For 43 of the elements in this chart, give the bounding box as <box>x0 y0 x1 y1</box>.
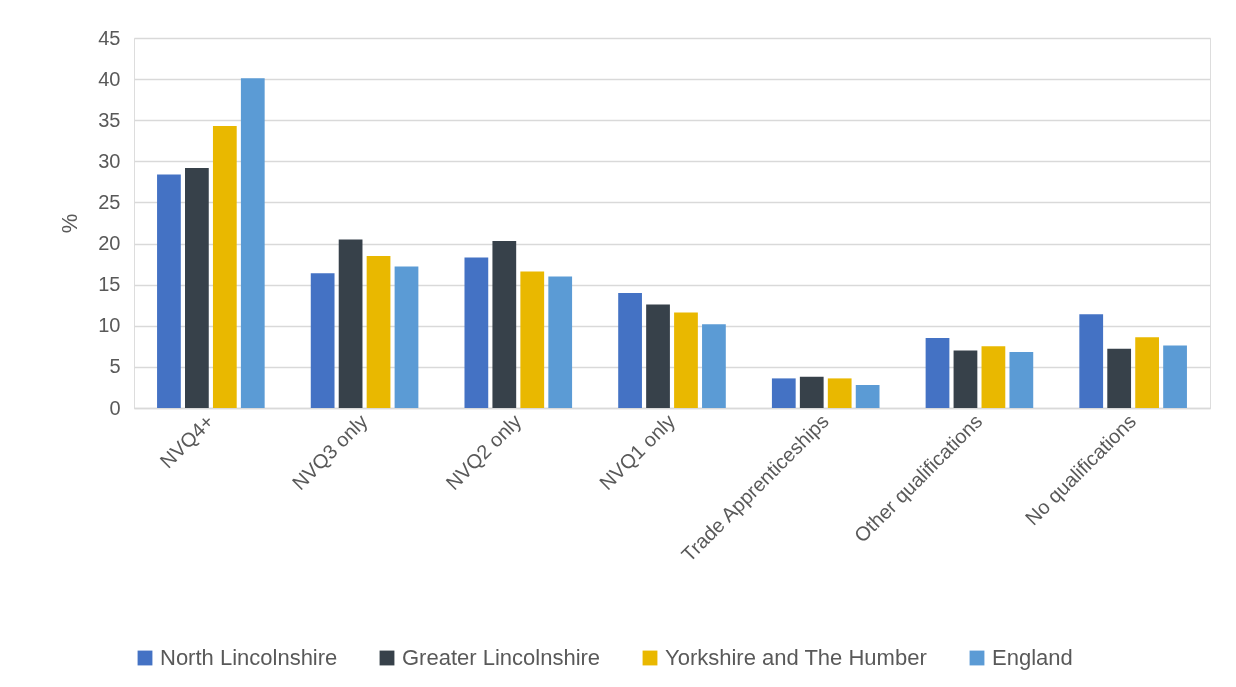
bar <box>855 384 880 408</box>
bar <box>492 241 517 408</box>
bar <box>1135 337 1159 408</box>
bar <box>618 292 642 408</box>
bar <box>1079 314 1104 408</box>
bar <box>212 125 237 408</box>
legend-label: Greater Lincolnshire <box>402 645 601 670</box>
bar <box>1009 352 1034 408</box>
bar <box>338 239 363 408</box>
bar <box>185 167 209 408</box>
y-tick-label: 45 <box>98 26 121 49</box>
y-tick-label: 35 <box>98 108 121 131</box>
bar <box>520 271 545 408</box>
y-tick-label: 10 <box>98 314 121 337</box>
bar <box>310 273 335 408</box>
bar <box>548 276 573 408</box>
bar <box>771 378 796 408</box>
bar <box>464 257 489 408</box>
bar <box>366 255 391 408</box>
y-tick-label: 40 <box>98 67 121 90</box>
bar <box>1163 345 1187 408</box>
y-tick-label: 15 <box>98 273 121 296</box>
bar <box>240 78 265 408</box>
legend-label: Yorkshire and The Humber <box>665 645 927 670</box>
bar <box>394 266 419 408</box>
bar <box>157 174 181 408</box>
bar <box>674 312 698 408</box>
bar <box>925 338 950 408</box>
bar <box>1107 348 1132 408</box>
y-tick-label: 30 <box>98 149 121 172</box>
y-tick-label: 20 <box>98 232 121 255</box>
y-axis-title: % <box>57 213 83 234</box>
y-tick-label: 5 <box>109 355 121 378</box>
bar <box>953 350 978 408</box>
legend-label: England <box>992 645 1073 670</box>
y-tick-label: 0 <box>109 396 121 419</box>
y-tick-label: 25 <box>98 190 121 213</box>
bar <box>702 324 726 408</box>
bar <box>981 346 1006 408</box>
bar <box>646 304 670 408</box>
bar <box>827 378 852 408</box>
legend-label: North Lincolnshire <box>160 645 338 670</box>
bar <box>799 376 824 408</box>
